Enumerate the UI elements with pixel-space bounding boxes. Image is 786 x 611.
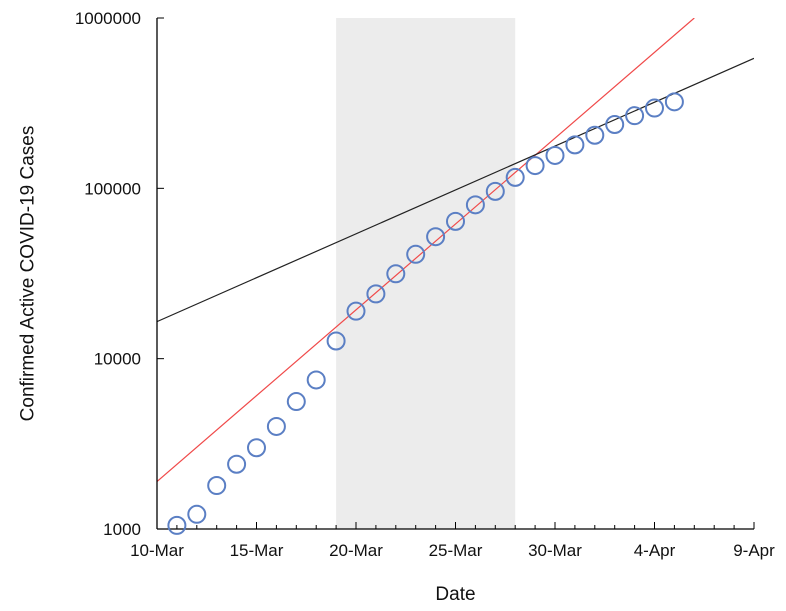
data-point [645, 98, 664, 118]
data-point [326, 331, 346, 351]
data-point [525, 156, 545, 176]
data-point [366, 284, 386, 304]
trend-line-2 [157, 57, 754, 323]
y-axis-title: Confirmed Active COVID-19 Cases [18, 126, 39, 422]
x-tick-label: 4-Apr [634, 541, 676, 560]
data-point [545, 145, 565, 165]
data-point [346, 301, 366, 321]
data-point [286, 392, 306, 412]
data-point [465, 195, 485, 215]
data-point [247, 438, 266, 458]
data-point [187, 504, 207, 524]
trend-lines-layer [157, 18, 754, 482]
x-tick-label: 10-Mar [130, 541, 184, 560]
data-point [505, 167, 525, 187]
data-point [585, 125, 605, 145]
data-point [167, 515, 187, 535]
data-point [207, 476, 227, 496]
y-tick-label: 10000 [94, 350, 141, 369]
x-tick-label: 25-Mar [429, 541, 483, 560]
data-point [664, 92, 684, 112]
trend-line-1 [157, 18, 695, 482]
data-point [227, 454, 247, 474]
shaded-region-layer [336, 18, 516, 529]
y-tick-label: 1000 [103, 520, 141, 539]
data-point [605, 115, 625, 135]
data-point [446, 211, 465, 231]
tick-labels-layer: 10-Mar 15-Mar 20-Mar 25-Mar 30-Mar 4-Apr 9-Apr… [75, 9, 775, 560]
data-point [485, 181, 505, 201]
x-tick-label: 15-Mar [230, 541, 284, 560]
data-point [306, 370, 326, 390]
y-tick-label: 100000 [84, 179, 141, 198]
data-point [625, 106, 645, 126]
x-tick-label: 20-Mar [329, 541, 383, 560]
data-point [565, 135, 585, 155]
x-tick-label: 9-Apr [733, 541, 775, 560]
x-tick-label: 30-Mar [528, 541, 582, 560]
data-points-layer [167, 92, 684, 535]
data-point [386, 264, 406, 284]
data-point [266, 416, 286, 436]
data-point [406, 244, 426, 264]
shaded-region [336, 18, 516, 529]
data-point [426, 227, 446, 247]
y-tick-label: 1000000 [75, 9, 141, 28]
axes-layer [156, 17, 755, 530]
x-axis-title: Date [435, 584, 475, 605]
